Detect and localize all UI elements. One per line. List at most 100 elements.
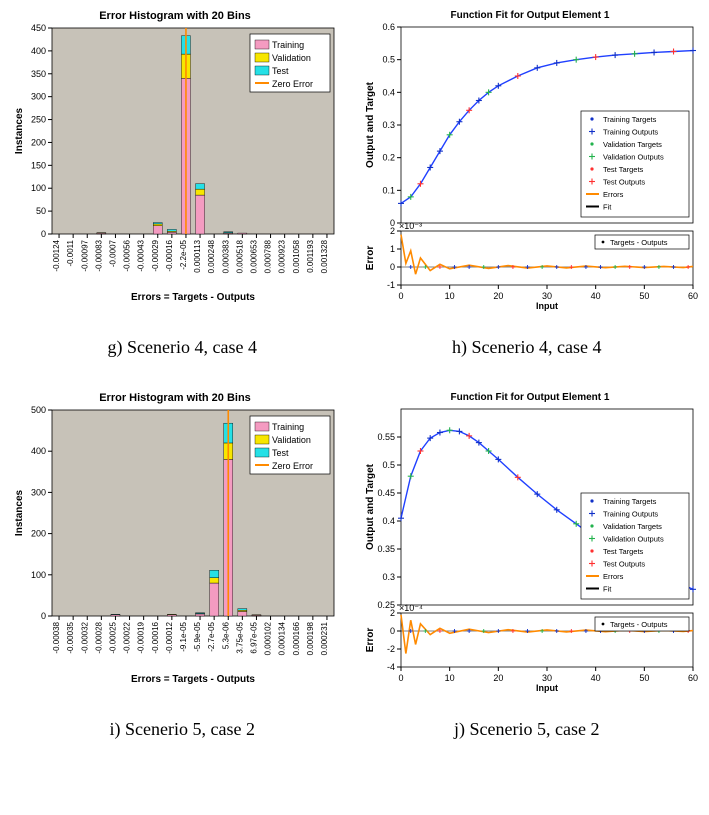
- svg-text:Targets - Outputs: Targets - Outputs: [610, 238, 668, 247]
- svg-text:Errors: Errors: [603, 572, 624, 581]
- svg-text:-0.00022: -0.00022: [123, 621, 132, 653]
- svg-text:-0.00097: -0.00097: [80, 239, 89, 271]
- svg-text:Training Outputs: Training Outputs: [603, 128, 658, 137]
- svg-text:-0.00016: -0.00016: [151, 621, 160, 653]
- svg-text:0.4: 0.4: [382, 516, 395, 526]
- svg-text:40: 40: [591, 673, 601, 683]
- svg-text:-2: -2: [387, 644, 395, 654]
- svg-text:Test Targets: Test Targets: [603, 165, 644, 174]
- svg-text:0: 0: [41, 611, 46, 621]
- svg-text:Input: Input: [536, 683, 558, 693]
- svg-text:50: 50: [36, 206, 46, 216]
- svg-text:-0.00043: -0.00043: [137, 239, 146, 271]
- svg-text:Test: Test: [272, 448, 289, 458]
- svg-text:150: 150: [31, 160, 46, 170]
- svg-text:Test Outputs: Test Outputs: [603, 560, 645, 569]
- svg-text:Error: Error: [365, 246, 376, 271]
- svg-text:-0.0007: -0.0007: [108, 239, 117, 267]
- svg-text:0: 0: [398, 673, 403, 683]
- svg-text:Errors = Targets - Outputs: Errors = Targets - Outputs: [131, 292, 255, 303]
- panel-j-svg: 0.250.30.350.40.450.50.55Output and Targ…: [361, 405, 699, 695]
- panel-g-histogram: Error Histogram with 20 Bins 05010015020…: [10, 10, 340, 313]
- svg-text:0.001058: 0.001058: [292, 239, 301, 273]
- panel-g-title: Error Histogram with 20 Bins: [10, 10, 340, 22]
- svg-text:250: 250: [31, 115, 46, 125]
- svg-text:0.6: 0.6: [382, 23, 395, 32]
- panel-j-fit: Function Fit for Output Element 1 0.250.…: [361, 392, 699, 695]
- svg-text:0.000166: 0.000166: [292, 621, 301, 655]
- svg-text:Training Targets: Training Targets: [603, 115, 657, 124]
- svg-text:Errors: Errors: [603, 190, 624, 199]
- svg-text:Validation Outputs: Validation Outputs: [603, 153, 664, 162]
- svg-text:0.5: 0.5: [382, 55, 395, 65]
- svg-text:2: 2: [390, 608, 395, 618]
- svg-text:Training Outputs: Training Outputs: [603, 510, 658, 519]
- panel-j-title: Function Fit for Output Element 1: [361, 392, 699, 403]
- svg-text:-0.00124: -0.00124: [52, 239, 61, 271]
- svg-text:0.1: 0.1: [382, 185, 395, 195]
- svg-text:3.75e-05: 3.75e-05: [235, 621, 244, 653]
- caption-g: g) Scenerio 4, case 4: [10, 337, 355, 358]
- svg-text:-5.9e-05: -5.9e-05: [193, 621, 202, 651]
- svg-text:40: 40: [591, 291, 601, 301]
- panel-g-svg: 050100150200250300350400450Instances-0.0…: [10, 24, 340, 304]
- svg-text:-0.00025: -0.00025: [108, 621, 117, 653]
- svg-text:Errors = Targets - Outputs: Errors = Targets - Outputs: [131, 674, 255, 685]
- svg-text:-9.1e-05: -9.1e-05: [179, 621, 188, 651]
- svg-text:1: 1: [390, 244, 395, 254]
- svg-text:400: 400: [31, 446, 46, 456]
- svg-text:Training Targets: Training Targets: [603, 497, 657, 506]
- svg-text:450: 450: [31, 24, 46, 33]
- svg-text:20: 20: [493, 673, 503, 683]
- svg-text:-1: -1: [387, 280, 395, 290]
- panel-i-title: Error Histogram with 20 Bins: [10, 392, 340, 404]
- svg-text:30: 30: [542, 291, 552, 301]
- caption-i: i) Scenerio 5, case 2: [10, 719, 355, 740]
- svg-text:300: 300: [31, 92, 46, 102]
- svg-text:0.000248: 0.000248: [207, 239, 216, 273]
- svg-text:0.4: 0.4: [382, 87, 395, 97]
- svg-text:0.001328: 0.001328: [320, 239, 329, 273]
- svg-text:-4: -4: [387, 662, 395, 672]
- svg-text:0.001193: 0.001193: [306, 239, 315, 272]
- svg-text:Validation Outputs: Validation Outputs: [603, 535, 664, 544]
- svg-text:-0.00035: -0.00035: [66, 621, 75, 653]
- svg-text:-0.00012: -0.00012: [165, 621, 174, 653]
- panel-h-fit: Function Fit for Output Element 1 0 0.1 0.…: [361, 10, 699, 313]
- svg-text:-0.0011: -0.0011: [66, 239, 75, 266]
- svg-text:0.000788: 0.000788: [264, 239, 273, 273]
- svg-text:200: 200: [31, 137, 46, 147]
- svg-text:0.5: 0.5: [382, 460, 395, 470]
- svg-text:30: 30: [542, 673, 552, 683]
- panel-h-title: Function Fit for Output Element 1: [361, 10, 699, 21]
- svg-text:0: 0: [398, 291, 403, 301]
- svg-text:300: 300: [31, 487, 46, 497]
- svg-text:Training: Training: [272, 40, 304, 50]
- svg-text:Output and Target: Output and Target: [365, 463, 376, 550]
- svg-text:-0.00029: -0.00029: [151, 239, 160, 271]
- svg-text:0.000231: 0.000231: [320, 621, 329, 655]
- svg-text:400: 400: [31, 46, 46, 56]
- svg-text:Test Targets: Test Targets: [603, 547, 644, 556]
- svg-text:-0.00032: -0.00032: [80, 621, 89, 653]
- svg-text:100: 100: [31, 183, 46, 193]
- svg-text:0: 0: [390, 626, 395, 636]
- svg-text:Training: Training: [272, 422, 304, 432]
- svg-text:10: 10: [445, 673, 455, 683]
- svg-text:0.000134: 0.000134: [278, 621, 287, 655]
- svg-text:2: 2: [390, 226, 395, 236]
- svg-text:0: 0: [390, 262, 395, 272]
- svg-text:0.000198: 0.000198: [306, 621, 315, 655]
- svg-text:350: 350: [31, 69, 46, 79]
- svg-text:0.3: 0.3: [382, 572, 395, 582]
- panel-h-svg: 00.10.20.30.40.50.6Output and TargetTrai…: [361, 23, 699, 313]
- svg-text:50: 50: [639, 291, 649, 301]
- caption-h: h) Scenerio 4, case 4: [355, 337, 700, 358]
- svg-text:-0.00016: -0.00016: [165, 239, 174, 271]
- svg-text:Validation: Validation: [272, 53, 311, 63]
- svg-text:Instances: Instances: [14, 107, 25, 154]
- svg-text:Input: Input: [536, 301, 558, 311]
- svg-text:Error: Error: [365, 628, 376, 653]
- svg-text:0.000113: 0.000113: [193, 239, 202, 272]
- svg-text:Validation Targets: Validation Targets: [603, 522, 662, 531]
